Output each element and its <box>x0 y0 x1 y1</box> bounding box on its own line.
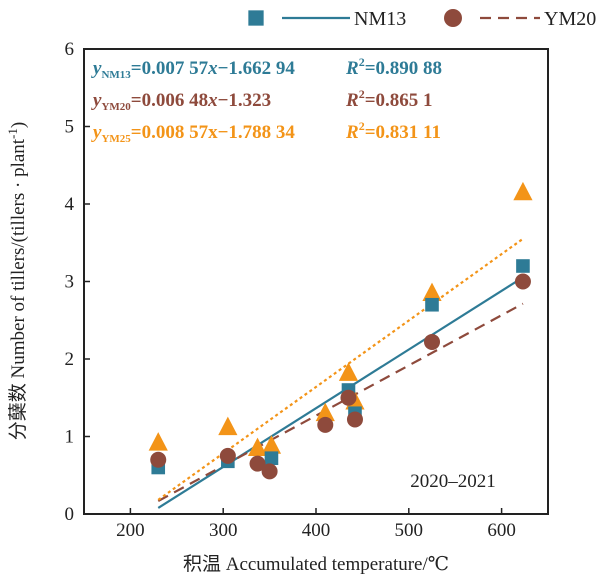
data-point-ym20 <box>514 273 531 290</box>
data-point-ym25 <box>338 362 359 381</box>
equation-ym20: yYM20=0.006 48x−1.323 <box>91 90 271 113</box>
y-tick-label: 4 <box>65 194 75 215</box>
data-point-ym20 <box>346 411 363 428</box>
axis-ticks: 200 300 400 500 600 0 1 2 3 4 5 6 <box>65 39 516 541</box>
data-point-ym25 <box>148 432 168 451</box>
data-point-ym20 <box>340 389 357 406</box>
data-point-ym25 <box>315 402 335 422</box>
y-tick-label: 5 <box>65 117 75 138</box>
data-point-ym25 <box>218 416 238 436</box>
x-tick-label: 500 <box>395 520 424 541</box>
x-tick-label: 600 <box>487 520 516 541</box>
x-axis-title: 积温 Accumulated temperature/℃ <box>183 553 449 575</box>
data-point-nm13 <box>425 297 439 312</box>
legend-label-nm13: NM13 <box>354 8 406 30</box>
fit-line-nm13 <box>157 276 524 509</box>
data-point-nm13 <box>516 259 530 273</box>
r-squared-ym20: R2=0.865 1 <box>345 87 433 111</box>
r-squared-nm13: R2=0.890 88 <box>345 55 442 79</box>
y-tick-label: 2 <box>65 349 75 370</box>
legend-marker-nm13 <box>248 10 264 26</box>
data-point-nm13 <box>264 451 279 465</box>
period-label: 2020–2021 <box>410 471 496 492</box>
legend: NM13 YM20 <box>248 8 596 30</box>
equation-ym25: yYM25=0.008 57x−1.788 34 <box>91 122 295 145</box>
legend-label-ym20: YM20 <box>544 8 596 30</box>
data-point-ym25 <box>422 282 442 302</box>
y-tick-label: 1 <box>65 427 75 448</box>
data-point-ym25 <box>513 181 533 201</box>
fit-lines <box>157 237 524 509</box>
fit-line-ym25 <box>157 237 524 501</box>
legend-marker-ym20 <box>444 9 462 27</box>
data-point-ym25 <box>261 435 282 454</box>
equation-nm13: yNM13=0.007 57x−1.662 94 <box>91 58 295 81</box>
y-axis-title: 分蘖数 Number of tillers/(tillers · plant-1… <box>5 122 29 440</box>
data-point-ym25 <box>247 437 268 457</box>
data-point-ym20 <box>150 451 167 468</box>
x-tick-label: 300 <box>209 520 238 541</box>
y-tick-label: 3 <box>65 272 75 293</box>
x-tick-label: 200 <box>116 520 145 541</box>
x-tick-label: 400 <box>302 520 331 541</box>
equation-annotations: yNM13=0.007 57x−1.662 94 R2=0.890 88 yYM20… <box>91 55 442 145</box>
data-points <box>148 181 533 480</box>
r-squared-ym25: R2=0.831 11 <box>345 119 441 143</box>
data-point-ym20 <box>317 416 334 433</box>
data-point-ym20 <box>261 463 278 480</box>
data-point-ym20 <box>424 333 440 350</box>
fit-line-ym20 <box>157 302 524 502</box>
data-point-ym20 <box>249 455 266 472</box>
y-tick-label: 0 <box>65 504 75 525</box>
y-tick-label: 6 <box>65 39 75 60</box>
data-point-ym20 <box>219 447 236 464</box>
